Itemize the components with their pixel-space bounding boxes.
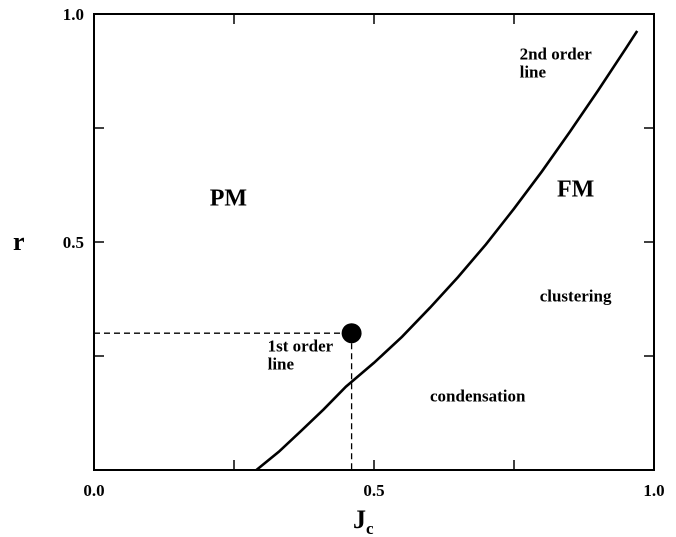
x-axis-label-subscript: c <box>366 519 374 537</box>
annotation-label: 2nd order line <box>520 45 593 82</box>
y-tick-label: 1.0 <box>63 5 84 24</box>
x-tick-labels: 0.0 0.5 1.0 <box>83 481 664 500</box>
x-axis-label: Jc <box>353 505 374 537</box>
y-tick-labels: 0.5 1.0 <box>63 5 84 252</box>
region-label: FM <box>557 176 594 202</box>
y-tick-label: 0.5 <box>63 233 84 252</box>
phase-boundary-line <box>255 30 639 472</box>
region-labels: PM FM <box>210 176 595 211</box>
region-label: PM <box>210 186 247 212</box>
critical-point-marker <box>341 323 362 344</box>
x-axis-label-main: J <box>353 505 366 534</box>
annotation-label: clustering <box>540 286 612 305</box>
annotation-line: 2nd order <box>520 45 593 64</box>
y-axis-label: r <box>13 227 25 256</box>
annotation-line: 1st order <box>268 336 334 355</box>
axis-ticks <box>93 13 655 471</box>
annotation-label: condensation <box>430 387 526 406</box>
x-tick-label: 1.0 <box>643 481 664 500</box>
x-tick-label: 0.0 <box>83 481 104 500</box>
annotation-line: line <box>268 354 295 373</box>
annotation-label: 1st order line <box>268 336 334 373</box>
critical-point-guides <box>94 332 353 470</box>
plot-frame <box>93 13 655 471</box>
annotation-line: line <box>520 63 547 82</box>
x-tick-label: 0.5 <box>363 481 384 500</box>
